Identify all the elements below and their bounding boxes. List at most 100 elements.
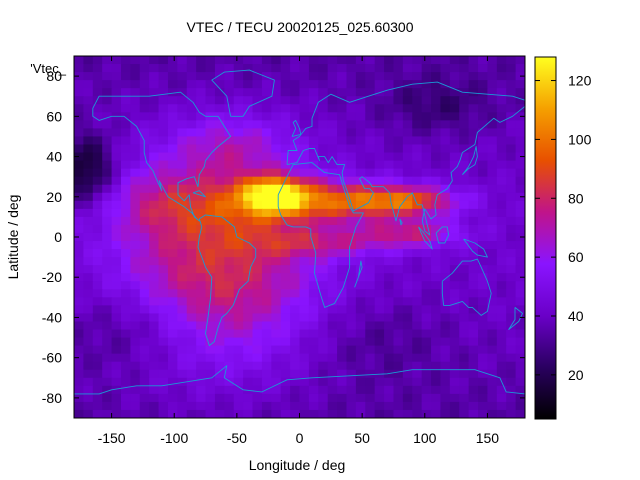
heatmap-cell [261,249,272,258]
heatmap-cell [290,337,301,347]
heatmap-cell [308,401,319,411]
heatmap-cell [355,385,366,395]
heatmap-cell [374,216,385,226]
colorbar-tick-label: 100 [568,131,592,147]
heatmap-cell [374,337,385,347]
heatmap-cell [299,184,310,194]
heatmap-cell [496,224,507,234]
heatmap-cell [431,305,442,315]
heatmap-cell [459,160,470,170]
heatmap-cell [449,329,460,339]
heatmap-cell [261,329,272,339]
heatmap-cell [496,168,507,178]
heatmap-cell [468,281,479,290]
heatmap-cell [365,321,376,331]
heatmap-cell [130,64,141,73]
heatmap-cell [318,329,329,339]
heatmap-cell [74,305,84,315]
heatmap-cell [318,200,329,210]
heatmap-cell [83,224,94,234]
heatmap-cell [374,64,385,73]
heatmap-cell [308,72,319,81]
heatmap-cell [402,112,413,121]
heatmap-cell [196,353,207,363]
heatmap-cell [459,273,470,282]
heatmap-cell [167,64,178,73]
heatmap-cell [261,241,272,250]
heatmap-cell [393,184,404,194]
heatmap-cell [92,112,103,121]
heatmap-cell [327,88,338,97]
heatmap-cell [365,192,376,202]
heatmap-cell [402,176,413,186]
heatmap-cell [271,80,282,89]
heatmap-layer [74,56,525,418]
heatmap-cell [158,305,169,315]
heatmap-cell [402,152,413,162]
heatmap-cell [177,200,188,210]
heatmap-cell [449,289,460,298]
heatmap-cell [243,216,254,226]
heatmap-cell [186,265,197,274]
heatmap-cell [318,345,329,355]
colorbar-tick-label: 20 [568,367,584,383]
heatmap-cell [299,249,310,258]
heatmap-cell [205,64,216,73]
heatmap-cell [299,80,310,89]
heatmap-cell [468,289,479,298]
heatmap-cell [468,224,479,234]
heatmap-cell [487,192,498,202]
heatmap-cell [261,257,272,266]
heatmap-cell [393,176,404,186]
heatmap-cell [299,297,310,306]
heatmap-cell [243,72,254,81]
heatmap-cell [440,120,451,129]
heatmap-cell [308,176,319,186]
heatmap-cell [130,72,141,81]
heatmap-cell [431,329,442,339]
heatmap-cell [196,208,207,218]
heatmap-cell [83,216,94,226]
heatmap-cell [506,369,517,379]
heatmap-cell [224,409,235,418]
heatmap-cell [233,152,244,162]
heatmap-cell [177,112,188,121]
heatmap-cell [299,112,310,121]
heatmap-cell [102,152,113,162]
heatmap-cell [374,321,385,331]
heatmap-cell [412,96,423,105]
coastline-eurasia [286,81,525,236]
heatmap-cell [167,361,178,371]
heatmap-cell [280,192,291,202]
heatmap-cell [92,361,103,371]
heatmap-cell [149,136,160,146]
heatmap-cell [412,337,423,347]
heatmap-cell [158,393,169,403]
heatmap-cell [261,313,272,323]
heatmap-cell [271,232,282,242]
heatmap-cell [506,313,517,323]
heatmap-cell [290,257,301,266]
heatmap-cell [487,176,498,186]
heatmap-cell [384,393,395,403]
heatmap-cell [299,128,310,138]
heatmap-cell [243,313,254,323]
heatmap-cell [196,144,207,154]
heatmap-cell [365,297,376,306]
heatmap-cell [384,329,395,339]
heatmap-cell [177,184,188,194]
heatmap-cell [186,224,197,234]
heatmap-cell [468,249,479,258]
heatmap-cell [167,329,178,339]
heatmap-cell [440,168,451,178]
heatmap-cell [402,88,413,97]
heatmap-cell [449,112,460,121]
coastline-greenland [211,69,275,117]
heatmap-cell [496,160,507,170]
heatmap-cell [111,96,122,105]
heatmap-cell [149,208,160,218]
heatmap-cell [233,249,244,258]
heatmap-cell [299,56,310,65]
heatmap-cell [393,56,404,65]
